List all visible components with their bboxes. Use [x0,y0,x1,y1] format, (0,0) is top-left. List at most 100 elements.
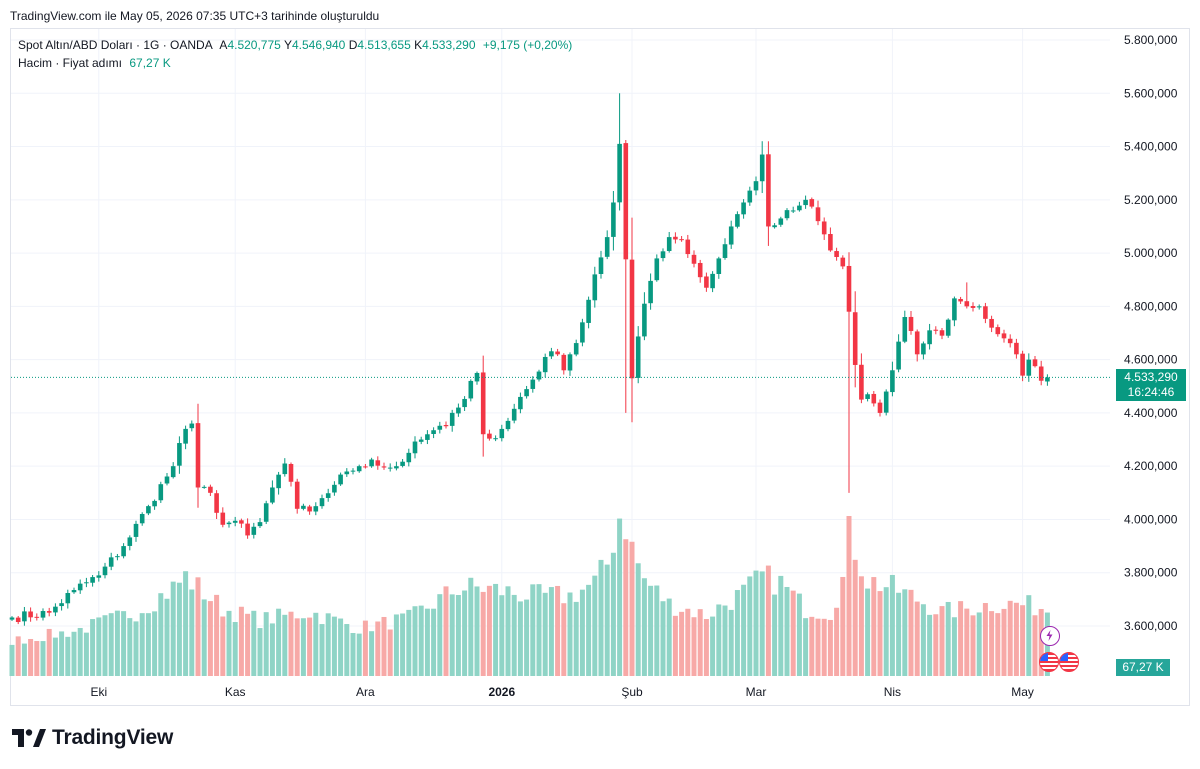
candle-body [722,244,728,258]
volume-bar [170,581,176,676]
candle-body [741,202,746,215]
candle-body [325,493,331,498]
x-tick-label: May [1011,685,1034,699]
volume-bar [778,575,784,676]
low-label: D [348,38,358,52]
volume-bar [418,605,424,676]
volume-bar [356,633,362,676]
candle-body [989,318,994,328]
candle-body [425,434,430,440]
candle-body [375,460,381,466]
candle-body [834,251,839,257]
candle-body [555,351,560,355]
volume-bar [920,604,926,676]
lightning-icon[interactable] [1040,626,1060,646]
tradingview-logo[interactable]: TradingView [12,726,173,750]
volume-bar [517,601,523,676]
candle-body [257,522,263,527]
volume-bar [635,563,641,676]
volume-bar [300,618,306,676]
volume-bar [127,618,133,676]
candle-body [542,356,548,373]
candle-body [735,214,740,227]
candle-body [251,526,257,535]
volume-bar [728,609,734,676]
x-tick-label: Eki [90,685,107,699]
volume-bar [269,623,275,676]
volume-bar [629,541,635,676]
candle-body [921,343,926,355]
volume-bar [703,619,709,676]
volume-bar [455,595,461,676]
volume-bar [152,611,158,676]
candle-body [710,273,715,289]
candle-body [883,391,889,413]
candle-body [871,393,877,404]
volume-bar [493,583,499,676]
volume-bar [400,613,406,676]
candle-body [1001,333,1007,339]
y-tick-label: 5.000,000 [1124,246,1178,260]
candle-body [400,461,405,466]
candle-body [815,207,821,222]
volume-bar [83,632,89,676]
volume-bar [28,638,34,676]
candle-body [177,443,182,466]
candle-body [71,590,77,593]
candle-body [697,262,703,278]
volume-bar [362,620,368,676]
candle-body [121,546,126,557]
candle-body [431,430,436,434]
volume-bar [821,618,827,676]
volume-bar [369,631,375,676]
volume-bar [505,586,511,676]
volume-label[interactable]: Hacim · Fiyat adımı [18,56,123,70]
volume-bar [449,594,455,676]
volume-bar [65,636,71,676]
volume-bar [393,614,399,676]
candle-body [790,210,796,212]
volume-bar [251,610,257,676]
candle-body [65,593,71,604]
volume-bar [660,601,666,676]
volume-bar [865,588,871,676]
candle-body [983,306,988,319]
candle-body [877,402,883,413]
candle-body [108,557,114,567]
candle-body [902,317,908,342]
volume-bar [933,614,939,676]
candle-body [493,438,498,440]
volume-bar [672,615,678,676]
volume-bar [1032,615,1038,676]
candle-body [561,354,567,371]
candle-body [908,316,914,331]
volume-bar [52,637,58,676]
candle-body [270,487,275,503]
volume-bar [586,584,592,676]
us-flag-icon[interactable] [1059,652,1079,672]
candle-body [84,582,89,584]
candle-body [332,484,337,493]
candle-body [716,258,722,274]
volume-bar [536,584,542,676]
candle-body [53,606,58,613]
us-flag-icon[interactable] [1039,652,1059,672]
candle-body [418,439,424,442]
candle-body [784,210,790,219]
candle-body [573,343,579,355]
volume-bar [443,586,449,676]
candle-body [9,617,15,620]
candle-body [263,503,269,522]
candle-body [629,259,635,379]
volume-bar [809,616,815,676]
candle-body [1014,342,1019,355]
volume-bar [784,586,790,676]
volume-bar [976,612,982,676]
symbol-name[interactable]: Spot Altın/ABD Doları · 1G · OANDA [18,38,213,52]
volume-bar [902,589,908,676]
candle-body [598,257,604,274]
volume-bar [858,576,864,676]
volume-bar [133,621,139,676]
x-tick-label: Mar [746,685,767,699]
